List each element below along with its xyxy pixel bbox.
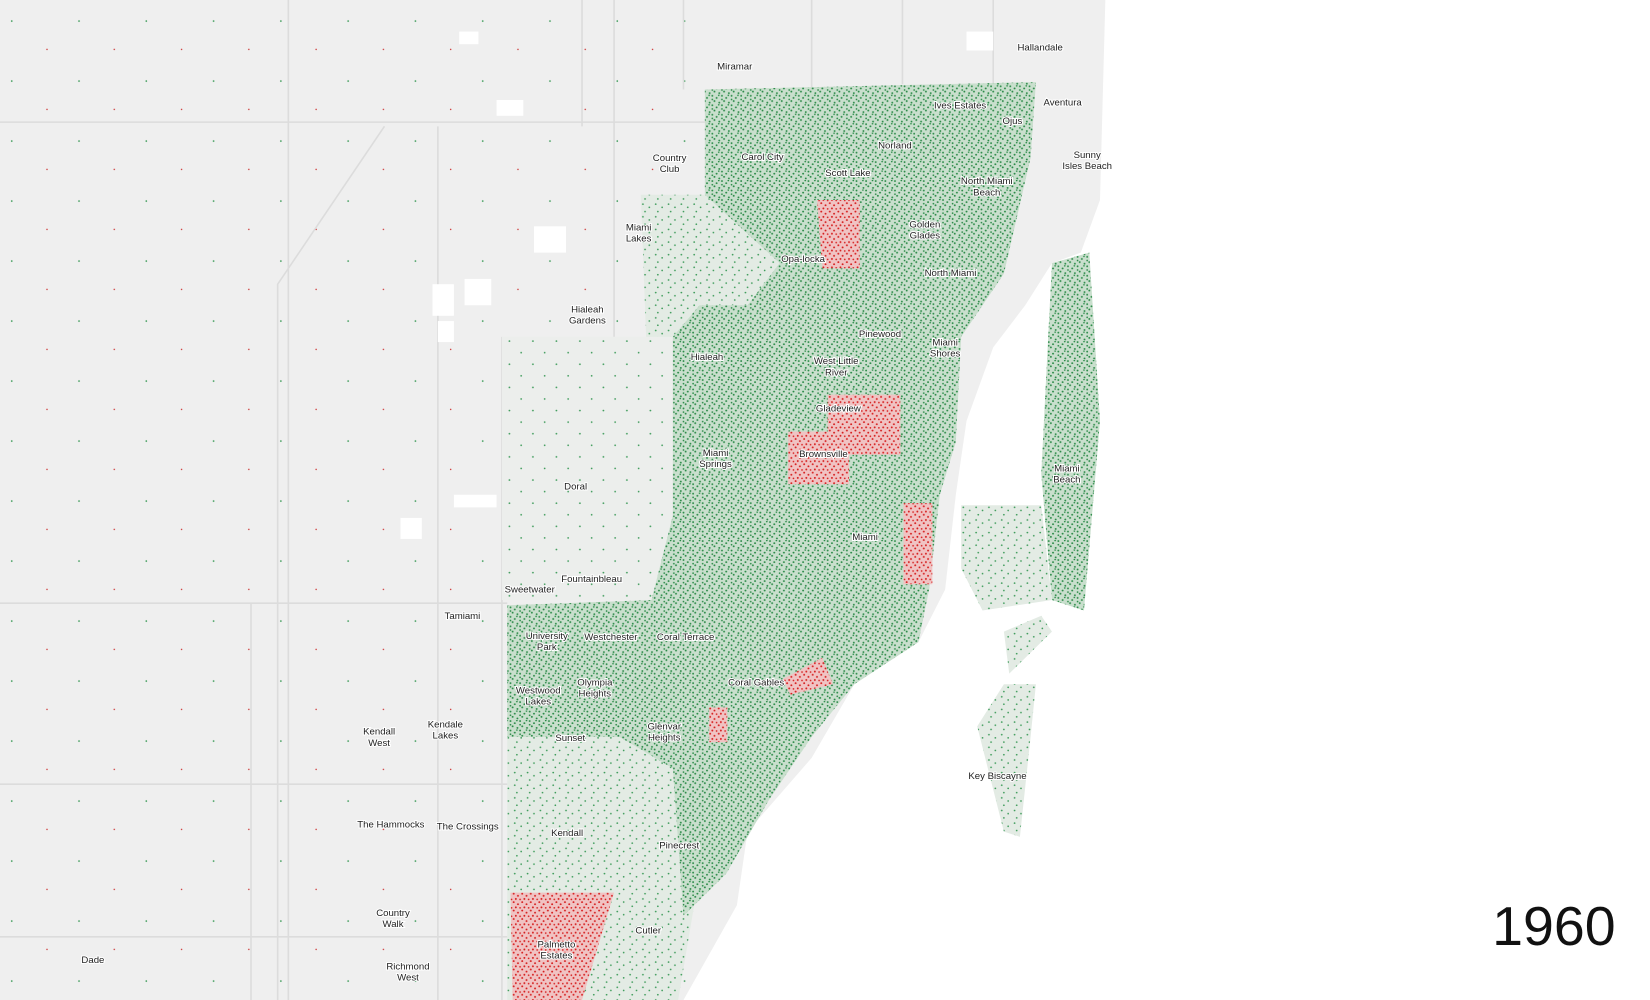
place-label: Kendall <box>363 727 395 738</box>
place-label: Hialeah <box>691 352 724 363</box>
place-label: Norland <box>878 140 912 151</box>
place-label: Club <box>660 164 680 175</box>
place-label: Lakes <box>433 730 459 741</box>
place-label: Golden <box>909 219 940 230</box>
place-label: Kendall <box>551 828 583 839</box>
place-label: Pinecrest <box>659 840 699 851</box>
place-label: Westchester <box>584 632 638 643</box>
place-label: Ives Estates <box>934 100 987 111</box>
place-label: Springs <box>699 459 732 470</box>
place-label: West <box>397 973 419 984</box>
place-label: Fountainbleau <box>561 574 622 585</box>
place-label: North Miami <box>925 268 977 279</box>
place-label: Tamiami <box>445 611 481 622</box>
place-label: Miramar <box>717 62 753 73</box>
place-label: Glades <box>910 230 941 241</box>
place-label: Palmetto <box>537 939 575 950</box>
place-label: Opa-locka <box>781 254 825 265</box>
place-label: Beach <box>973 187 1000 198</box>
place-label: North Miami <box>961 176 1013 187</box>
place-label: Key Biscayne <box>968 771 1026 782</box>
place-label: Ojus <box>1003 116 1023 127</box>
place-label: Dade <box>81 955 104 966</box>
place-label: Scott Lake <box>825 168 870 179</box>
place-label: Coral Terrace <box>657 632 714 643</box>
place-label: Brownsville <box>799 449 848 460</box>
place-label: Lakes <box>525 697 551 708</box>
place-label: Shores <box>930 348 961 359</box>
place-label: Richmond <box>386 962 429 973</box>
place-label: Walk <box>383 919 404 930</box>
place-label: Coral Gables <box>728 677 784 688</box>
place-label: Gardens <box>569 316 606 327</box>
place-label: Heights <box>648 733 681 744</box>
place-label: Kendale <box>428 719 463 730</box>
place-label: West Little <box>814 356 859 367</box>
place-label: Sunny <box>1074 150 1101 161</box>
place-label: Park <box>537 642 557 653</box>
place-label: Lakes <box>626 234 652 245</box>
place-label: Miami <box>932 337 958 348</box>
place-label: Miami <box>703 448 729 459</box>
place-label: Hallandale <box>1018 43 1063 54</box>
place-label: Westwood <box>516 686 561 697</box>
place-label: Carol City <box>741 152 783 163</box>
year-label: 1960 <box>1492 896 1616 958</box>
place-label: Miami <box>626 223 652 234</box>
place-label: Heights <box>579 688 612 699</box>
dot-density <box>501 82 1100 1000</box>
place-label: Pinewood <box>859 329 901 340</box>
place-label: Miami <box>1054 464 1080 475</box>
place-label: The Hammocks <box>357 819 424 830</box>
place-label: Country <box>653 153 687 164</box>
place-label: River <box>825 367 848 378</box>
place-label: Miami <box>852 532 878 543</box>
place-label: Gladeview <box>816 404 861 415</box>
place-label: University <box>526 631 568 642</box>
place-label: Olympia <box>577 677 613 688</box>
place-label: Estates <box>540 950 572 961</box>
place-label: Isles Beach <box>1062 161 1112 172</box>
place-labels: Hallandale Miramar Ives Estates Aventura Oju… <box>80 42 1113 985</box>
place-label: Beach <box>1053 475 1080 486</box>
place-label: Hialeah <box>571 305 604 316</box>
place-label: The Crossings <box>437 822 499 833</box>
place-label: Sweetwater <box>505 585 556 596</box>
place-label: West <box>368 738 390 749</box>
place-label: Glenvar <box>647 722 681 733</box>
place-label: Cutler <box>635 926 661 937</box>
place-label: Sunset <box>555 733 585 744</box>
place-label: Aventura <box>1043 97 1082 108</box>
place-label: Country <box>376 908 410 919</box>
place-label: Doral <box>564 482 587 493</box>
